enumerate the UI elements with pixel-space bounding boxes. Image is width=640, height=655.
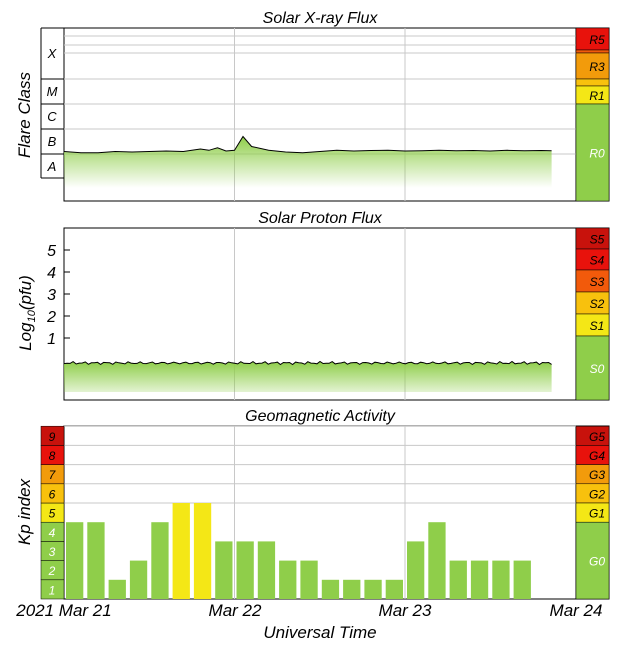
kp-bar — [300, 560, 318, 599]
kp-level-label-9: 9 — [49, 430, 56, 444]
xray-flux-area — [64, 136, 552, 188]
x-axis-label: Universal Time — [263, 623, 376, 642]
xray-r-scale: R5 R3 R1 R0 — [575, 27, 610, 202]
proton-panel: 1 2 3 4 5 S5 S4 S3 S2 S1 S0 — [46, 227, 610, 401]
x-tick-label: Mar 24 — [550, 601, 603, 620]
s-scale-label-s0: S0 — [590, 362, 605, 376]
kp-bar — [321, 579, 340, 599]
s-scale-label-s4: S4 — [590, 254, 605, 268]
kp-bar — [407, 541, 425, 599]
geomag-g-scale: G5 G4 G3 G2 G1 G0 — [575, 425, 610, 600]
flare-class-label-b: B — [48, 134, 57, 149]
kp-bar — [215, 541, 233, 599]
s-scale-block — [575, 335, 610, 401]
kp-bar — [172, 503, 190, 599]
kp-level-label-4: 4 — [49, 526, 56, 540]
r-scale-label-r3: R3 — [589, 60, 605, 74]
kp-bar — [66, 522, 84, 599]
kp-bar — [129, 560, 148, 599]
g-scale-label-g5: G5 — [589, 430, 605, 444]
geomag-panel: 1 2 3 4 5 6 7 8 9 G5 G4 G3 G2 G1 G0 — [40, 425, 610, 600]
kp-bar — [492, 560, 510, 599]
proton-tick-label-4: 4 — [47, 265, 56, 282]
proton-tick-label-3: 3 — [47, 287, 56, 304]
proton-ylabel: Log10(pfu) — [16, 275, 38, 351]
geomag-grid — [64, 425, 577, 599]
proton-tick-label-5: 5 — [47, 243, 56, 260]
kp-bars — [66, 503, 531, 599]
kp-bar — [236, 541, 254, 599]
xray-ylabel: Flare Class — [15, 72, 34, 158]
kp-level-label-2: 2 — [48, 564, 56, 578]
g-scale-label-g1: G1 — [589, 507, 605, 521]
kp-level-label-1: 1 — [49, 583, 56, 597]
s-scale-label-s5: S5 — [590, 233, 605, 247]
geomag-title: Geomagnetic Activity — [245, 408, 396, 425]
kp-level-label-3: 3 — [49, 545, 56, 559]
proton-title: Solar Proton Flux — [258, 210, 383, 227]
kp-bar — [385, 579, 403, 599]
proton-tick-label-2: 2 — [46, 309, 56, 326]
kp-level-label-6: 6 — [49, 487, 56, 501]
kp-level-cell — [40, 425, 65, 446]
r-scale-block — [575, 49, 610, 54]
r-scale-block — [575, 78, 610, 87]
kp-level-label-8: 8 — [49, 449, 56, 463]
proton-s-scale: S5 S4 S3 S2 S1 S0 — [575, 227, 610, 401]
kp-bar — [449, 560, 467, 599]
kp-level-label-5: 5 — [49, 507, 56, 521]
s-scale-label-s3: S3 — [590, 275, 605, 289]
geomag-ylabel: Kp index — [15, 478, 34, 545]
kp-bar — [364, 579, 382, 599]
xray-flux-line — [63, 135, 552, 154]
proton-y-ticks: 1 2 3 4 5 — [46, 243, 70, 348]
kp-bar — [87, 522, 105, 599]
kp-bar — [193, 503, 212, 599]
kp-bar — [343, 579, 361, 599]
flare-class-label-x: X — [47, 46, 58, 61]
flare-class-label-a: A — [47, 159, 57, 174]
x-axis-ticks: 2021 Mar 21 Mar 22 Mar 23 Mar 24 — [15, 601, 602, 620]
g-scale-label-g4: G4 — [589, 449, 605, 463]
kp-bar — [151, 522, 169, 599]
proton-tick-label-1: 1 — [47, 331, 56, 348]
kp-bar — [428, 522, 446, 599]
kp-bar — [108, 579, 126, 599]
g-scale-label-g3: G3 — [589, 468, 605, 482]
xray-title: Solar X-ray Flux — [263, 10, 379, 27]
flare-class-label-m: M — [47, 84, 58, 99]
kp-bar — [470, 560, 489, 599]
g-scale-label-g2: G2 — [589, 487, 605, 501]
kp-level-column: 1 2 3 4 5 6 7 8 9 — [40, 425, 65, 600]
proton-flux-area — [64, 361, 552, 392]
kp-bar — [279, 560, 297, 599]
kp-level-label-7: 7 — [49, 468, 57, 482]
g-scale-block — [575, 521, 610, 600]
r-scale-label-r5: R5 — [589, 33, 605, 47]
r-scale-label-r0: R0 — [589, 147, 605, 161]
kp-bar — [513, 560, 531, 599]
r-scale-block — [575, 103, 610, 202]
x-tick-label: 2021 Mar 21 — [15, 601, 111, 620]
kp-bar — [257, 541, 276, 599]
s-scale-label-s2: S2 — [590, 297, 605, 311]
g-scale-label-g0: G0 — [589, 555, 605, 569]
flare-class-label-c: C — [47, 109, 57, 124]
x-tick-label: Mar 23 — [379, 601, 432, 620]
r-scale-label-r1: R1 — [589, 89, 604, 103]
proton-flux-line — [63, 360, 552, 366]
s-scale-label-s1: S1 — [590, 319, 605, 333]
x-tick-label: Mar 22 — [209, 601, 262, 620]
